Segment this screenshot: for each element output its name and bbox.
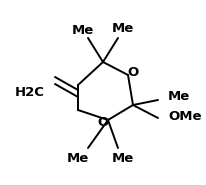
Text: Me: Me [71,23,94,36]
Text: Me: Me [111,152,133,164]
Text: H2C: H2C [15,85,45,98]
Text: Me: Me [67,152,89,164]
Text: OMe: OMe [167,110,200,124]
Text: Me: Me [111,21,133,34]
Text: O: O [97,117,108,130]
Text: O: O [127,65,138,78]
Text: Me: Me [167,90,189,103]
